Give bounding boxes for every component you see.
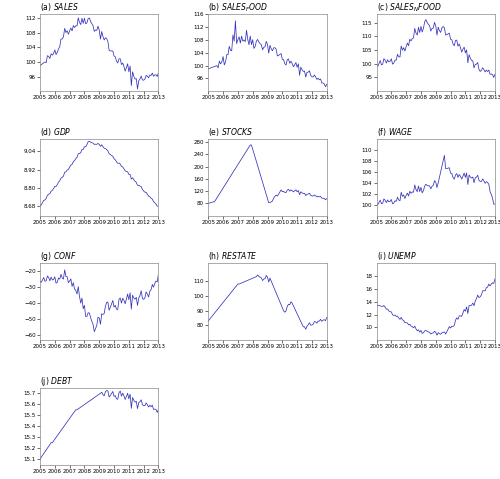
Text: (h) $\it{RESTATE}$: (h) $\it{RESTATE}$: [208, 250, 258, 262]
Text: (b) $\it{SALES_FOOD}$: (b) $\it{SALES_FOOD}$: [208, 1, 268, 13]
Text: (c) $\it{SALES_NFOOD}$: (c) $\it{SALES_NFOOD}$: [376, 1, 441, 13]
Text: (j) $\it{DEBT}$: (j) $\it{DEBT}$: [40, 375, 74, 388]
Text: (g) $\it{CONF}$: (g) $\it{CONF}$: [40, 250, 76, 263]
Text: (a) $\it{SALES}$: (a) $\it{SALES}$: [40, 1, 79, 13]
Text: (e) $\it{STOCKS}$: (e) $\it{STOCKS}$: [208, 125, 254, 137]
Text: (i) $\it{UNEMP}$: (i) $\it{UNEMP}$: [376, 250, 416, 262]
Text: (f) $\it{WAGE}$: (f) $\it{WAGE}$: [376, 125, 413, 137]
Text: (d) $\it{GDP}$: (d) $\it{GDP}$: [40, 125, 72, 137]
